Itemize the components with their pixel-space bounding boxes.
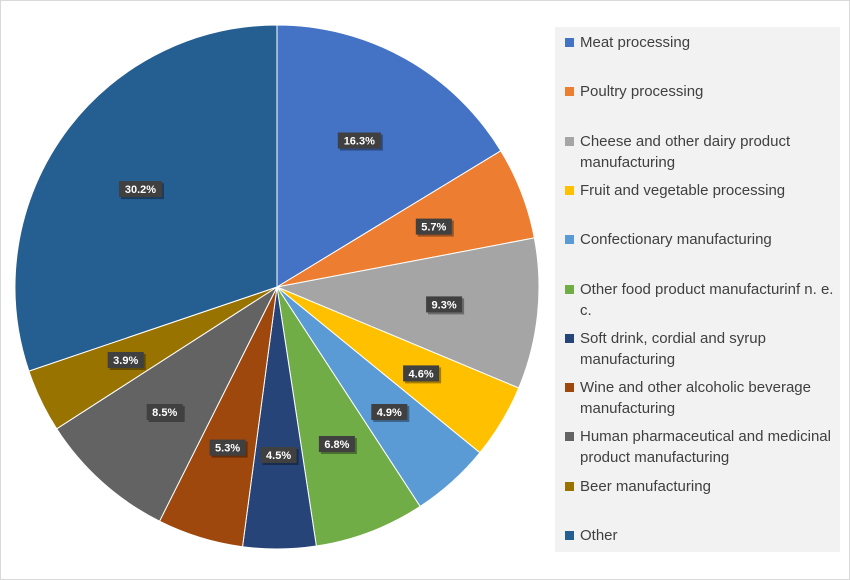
data-label: 30.2% xyxy=(119,181,164,200)
legend-label: Poultry processing xyxy=(580,83,704,101)
data-label-text: 3.9% xyxy=(113,355,138,367)
legend-label: Other food product manufacturinf n. e. c… xyxy=(580,280,834,319)
pie-slice xyxy=(275,237,540,389)
legend-item: Confectionary manufacturing xyxy=(565,229,835,250)
legend-label: Meat processing xyxy=(580,34,691,51)
data-label: 8.5% xyxy=(146,404,185,422)
data-label: 5.7% xyxy=(415,218,454,237)
legend-item: Other xyxy=(565,525,835,546)
legend-label: Other xyxy=(580,527,618,544)
legend-swatch xyxy=(565,136,574,146)
legend-swatch xyxy=(565,87,574,97)
legend-swatch xyxy=(565,383,574,393)
legend-label: Wine and other alcoholic beverage manufa… xyxy=(580,379,811,418)
pie-slice xyxy=(276,286,421,547)
legend-item: Meat processing xyxy=(565,32,835,53)
pie-slice xyxy=(276,24,502,288)
legend-swatch xyxy=(565,185,574,195)
legend-swatch xyxy=(565,432,574,442)
legend-label: Cheese and other dairy product manufactu… xyxy=(580,132,791,171)
legend-swatch xyxy=(565,333,574,343)
data-labels: 16.3% 5.7% 9.3% 4.6% 4.9% 6.8% 4.5% 5.3% 8.5% 3.9… xyxy=(107,132,465,465)
legend-swatch xyxy=(565,481,574,491)
legend-swatch xyxy=(565,235,574,245)
data-label-text: 16.3% xyxy=(344,136,375,148)
data-label: 4.6% xyxy=(403,365,442,384)
data-label-text: 5.3% xyxy=(215,443,240,455)
data-label-text: 8.5% xyxy=(152,407,177,419)
data-label-text: 5.7% xyxy=(421,222,446,234)
data-label-text: 4.6% xyxy=(409,368,434,380)
legend-item: Soft drink, cordial and syrup manufactur… xyxy=(565,328,835,370)
data-label: 3.9% xyxy=(107,352,146,370)
legend-label: Fruit and vegetable processing xyxy=(580,181,786,199)
legend-item: Other food product manufacturinf n. e. c… xyxy=(565,279,835,321)
data-label: 9.3% xyxy=(426,296,465,315)
legend-item: Human pharmaceutical and medicinal produ… xyxy=(565,426,835,468)
legend-item: Fruit and vegetable processing xyxy=(565,180,835,201)
data-label-text: 9.3% xyxy=(432,299,457,311)
data-label: 6.8% xyxy=(318,436,357,454)
data-label-text: 6.8% xyxy=(324,439,349,451)
pie-slices xyxy=(14,24,540,550)
legend-label: Beer manufacturing xyxy=(580,477,711,495)
legend-item: Poultry processing xyxy=(565,81,835,102)
legend-swatch xyxy=(565,531,574,540)
legend-item: Beer manufacturing xyxy=(565,476,835,497)
data-label-text: 4.9% xyxy=(377,407,402,419)
data-label: 4.9% xyxy=(371,404,410,422)
data-label: 5.3% xyxy=(209,439,248,458)
data-label-text: 4.5% xyxy=(266,450,291,462)
legend-label: Confectionary manufacturing xyxy=(580,231,772,249)
legend-label: Human pharmaceutical and medicinal produ… xyxy=(580,428,831,467)
legend-swatch xyxy=(565,38,574,47)
legend: Meat processing Poultry processing Cheese … xyxy=(555,27,840,552)
pie-slice xyxy=(14,24,278,372)
data-label: 16.3% xyxy=(337,132,383,151)
legend-item: Cheese and other dairy product manufactu… xyxy=(565,131,835,173)
data-label: 4.5% xyxy=(260,447,299,465)
legend-swatch xyxy=(565,284,574,294)
legend-label: Soft drink, cordial and syrup manufactur… xyxy=(580,329,766,368)
data-label-text: 30.2% xyxy=(125,184,156,196)
legend-item: Wine and other alcoholic beverage manufa… xyxy=(565,377,835,419)
